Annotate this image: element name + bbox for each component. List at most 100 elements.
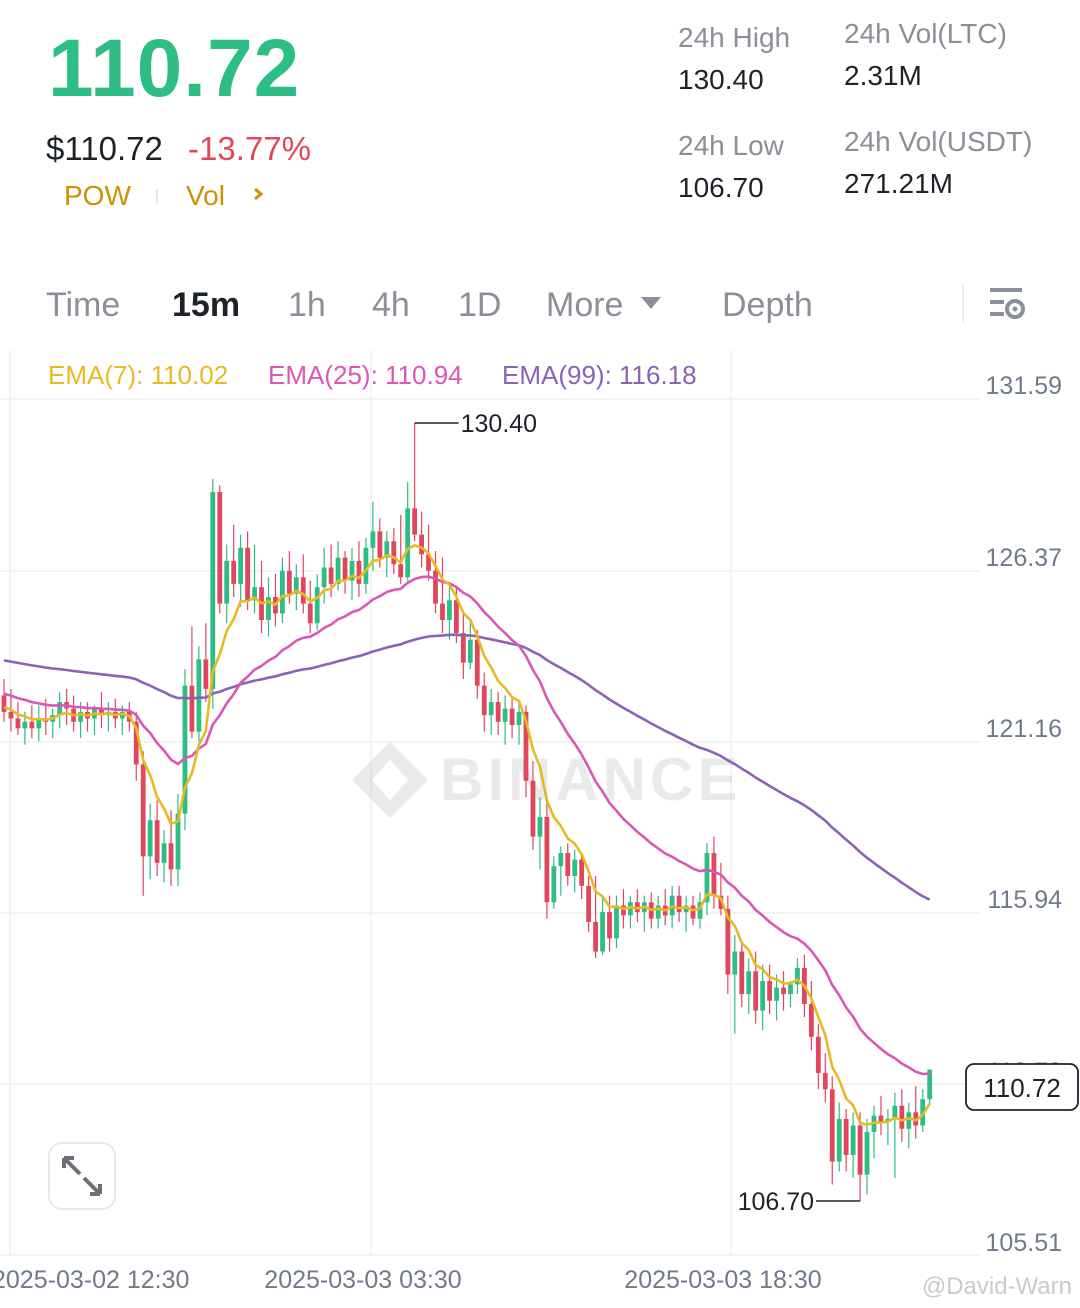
candle-body bbox=[203, 659, 209, 689]
candle-body bbox=[676, 895, 682, 913]
candle-body bbox=[433, 570, 438, 604]
expand-icon bbox=[62, 1156, 102, 1196]
candle-body bbox=[8, 711, 14, 719]
y-tick-label: 115.94 bbox=[987, 886, 1062, 914]
candle-body bbox=[502, 708, 508, 722]
candle-body bbox=[565, 853, 571, 877]
tab-4h[interactable]: 4h bbox=[372, 286, 410, 324]
ema7-line bbox=[3, 543, 931, 1127]
candle-body bbox=[349, 560, 355, 581]
candle-body bbox=[732, 951, 738, 975]
stat-high-value: 130.40 bbox=[678, 64, 764, 95]
candle-body bbox=[774, 987, 779, 1001]
candle-body bbox=[488, 702, 494, 716]
candle-body bbox=[133, 721, 139, 765]
candle-body bbox=[474, 639, 480, 686]
candle-body bbox=[440, 603, 445, 620]
low-marker-label: 106.70 bbox=[738, 1188, 814, 1216]
tab-1d[interactable]: 1D bbox=[458, 286, 502, 324]
candle-body bbox=[391, 541, 397, 565]
candle-body bbox=[739, 951, 745, 995]
candle-body bbox=[412, 508, 418, 535]
candle-body bbox=[781, 987, 786, 995]
tag-pow[interactable]: POW bbox=[64, 180, 131, 211]
watermark-text: BINANCE bbox=[440, 746, 741, 813]
ema25-line bbox=[3, 575, 930, 1076]
tag-vol[interactable]: Vol bbox=[186, 180, 225, 211]
caret-down-icon[interactable] bbox=[640, 296, 662, 310]
candle-body bbox=[286, 570, 292, 594]
candle-body bbox=[467, 639, 473, 663]
candle-body bbox=[140, 764, 146, 857]
candle-body bbox=[767, 981, 772, 1001]
tab-time[interactable]: Time bbox=[46, 286, 121, 324]
tab-15m[interactable]: 15m bbox=[172, 286, 241, 324]
candle-body bbox=[843, 1118, 849, 1155]
tab-depth[interactable]: Depth bbox=[722, 286, 813, 324]
candle-body bbox=[175, 813, 181, 870]
candle-body bbox=[655, 905, 661, 919]
candle-body bbox=[29, 721, 35, 729]
candle-body bbox=[544, 816, 550, 903]
candle-body bbox=[335, 557, 341, 584]
candle-body bbox=[1, 695, 7, 712]
stat-low-value: 106.70 bbox=[678, 172, 764, 203]
candle-body bbox=[704, 853, 710, 903]
candle-body bbox=[864, 1132, 870, 1175]
candle-body bbox=[266, 597, 271, 620]
candle-body bbox=[189, 685, 195, 732]
ema25-legend: EMA(25): 110.94 bbox=[268, 360, 463, 390]
candle-body bbox=[795, 967, 800, 985]
candle-body bbox=[217, 491, 223, 604]
candle-body bbox=[509, 708, 515, 726]
candle-body bbox=[481, 685, 487, 716]
candlestick-chart[interactable]: BINANCE 131.59126.37121.16115.94110.7310… bbox=[0, 348, 1080, 1308]
candle-body bbox=[614, 905, 619, 939]
candle-body bbox=[154, 820, 160, 863]
tab-1h[interactable]: 1h bbox=[288, 286, 326, 324]
candle-body bbox=[182, 685, 188, 814]
candle-body bbox=[495, 702, 501, 722]
candle-body bbox=[405, 508, 411, 578]
stat-low-label: 24h Low bbox=[678, 130, 784, 161]
x-tick-label: 2025-03-02 12:30 bbox=[0, 1266, 189, 1294]
candle-body bbox=[537, 816, 543, 837]
tab-divider bbox=[962, 284, 964, 322]
fullscreen-button[interactable] bbox=[48, 1142, 116, 1210]
tab-more[interactable]: More bbox=[546, 286, 624, 324]
candle-body bbox=[398, 564, 404, 578]
author-credit: @David-Warn bbox=[922, 1273, 1072, 1300]
binance-logo-icon bbox=[352, 742, 428, 818]
candle-body bbox=[15, 718, 21, 729]
usd-price: $110.72 bbox=[46, 130, 163, 167]
candle-body bbox=[300, 577, 306, 604]
candle-body bbox=[384, 541, 390, 558]
candle-body bbox=[899, 1105, 905, 1129]
candle-body bbox=[238, 547, 244, 584]
candle-body bbox=[454, 600, 459, 634]
candle-body bbox=[822, 1072, 828, 1090]
candle-body bbox=[600, 912, 605, 952]
change-percent: -13.77% bbox=[188, 130, 311, 167]
y-tick-label: 131.59 bbox=[986, 372, 1062, 400]
candle-body bbox=[99, 708, 104, 716]
candle-body bbox=[370, 531, 376, 548]
candle-body bbox=[815, 1036, 821, 1073]
candle-body bbox=[356, 560, 362, 584]
chevron-right-icon[interactable] bbox=[250, 186, 266, 202]
candle-body bbox=[78, 711, 83, 722]
stat-high-label: 24h High bbox=[678, 22, 791, 53]
candle-body bbox=[607, 912, 612, 939]
candle-body bbox=[850, 1125, 856, 1155]
chart-settings-icon[interactable] bbox=[988, 284, 1028, 324]
high-marker-label: 130.40 bbox=[461, 410, 537, 438]
candle-body bbox=[147, 820, 153, 857]
candle-body bbox=[836, 1118, 842, 1162]
candle-body bbox=[22, 721, 28, 729]
stat-vol-ltc-value: 2.31M bbox=[844, 60, 922, 91]
candle-body bbox=[927, 1069, 933, 1100]
candle-body bbox=[224, 560, 230, 604]
candle-body bbox=[280, 570, 285, 614]
candle-body bbox=[788, 984, 793, 995]
candle-body bbox=[36, 718, 42, 729]
